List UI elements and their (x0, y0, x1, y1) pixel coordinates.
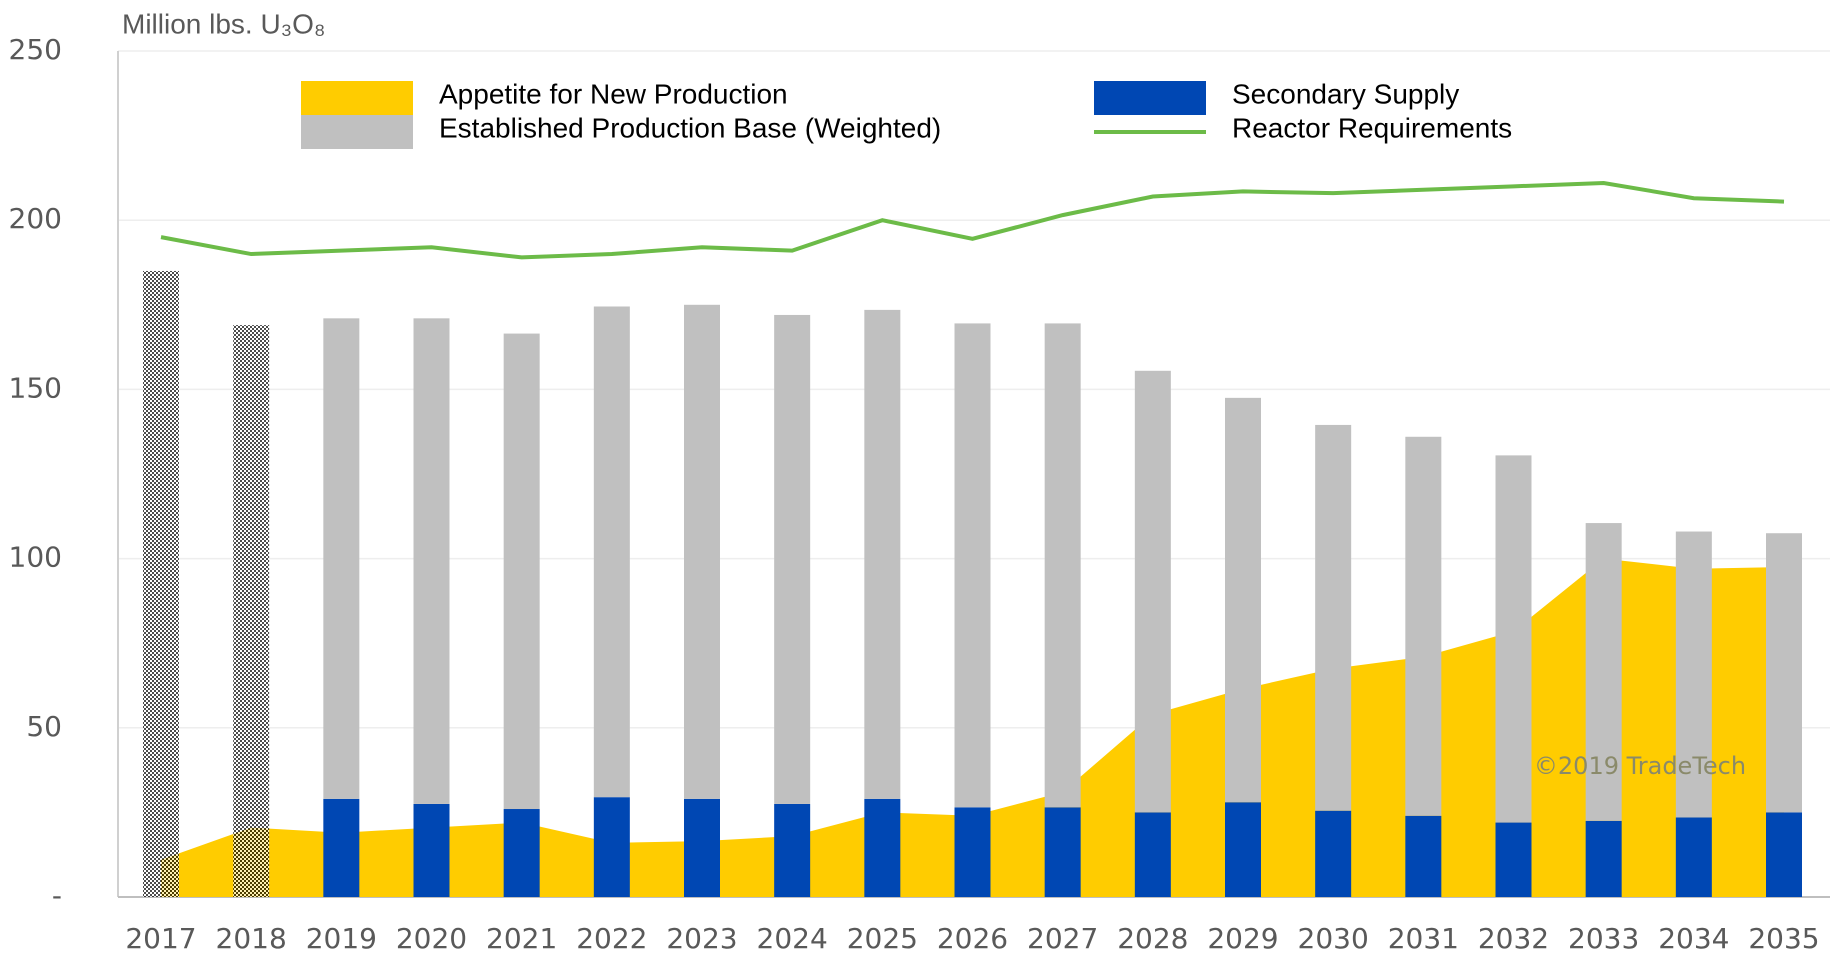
line (160, 180, 1785, 260)
x-tick-label: 2030 (1298, 922, 1369, 955)
x-tick-label: 2029 (1207, 922, 1278, 955)
bar (1766, 812, 1802, 897)
x-tick-label: 2020 (396, 922, 467, 955)
bar (233, 325, 270, 799)
x-tick-label: 2035 (1748, 922, 1819, 955)
bar (323, 798, 360, 897)
y-tick-label: 150 (9, 371, 62, 404)
bar (1405, 436, 1442, 816)
y-tick-label: 100 (9, 541, 62, 574)
area (161, 558, 1784, 897)
bar (684, 798, 720, 897)
x-tick-label: 2025 (847, 922, 918, 955)
bar (1044, 807, 1081, 897)
bar (1315, 424, 1352, 811)
x-tick-label: 2022 (576, 922, 647, 955)
x-tick-label: 2023 (666, 922, 737, 955)
y-tick-label: 250 (9, 33, 62, 66)
bar (413, 803, 450, 897)
bar (1134, 370, 1171, 813)
y-tick-label: - (52, 879, 62, 912)
bar (954, 807, 991, 897)
bar (1675, 817, 1712, 897)
bar (684, 304, 720, 799)
legend-swatch (301, 81, 413, 115)
legend-swatch (1094, 81, 1206, 115)
bar (864, 309, 901, 799)
bar (1766, 533, 1802, 813)
bar (864, 798, 901, 897)
bar (143, 802, 179, 897)
bar (1585, 820, 1622, 897)
y-tick-label: 50 (26, 710, 62, 743)
x-tick-label: 2027 (1027, 922, 1098, 955)
legend-swatch (301, 115, 413, 149)
y-axis-label: Million lbs. U₃O₈ (122, 8, 326, 39)
bar (1225, 397, 1261, 803)
bar (1315, 810, 1352, 897)
watermark: ©2019 TradeTech (1534, 752, 1746, 780)
x-tick-label: 2026 (937, 922, 1008, 955)
legend-label: Established Production Base (Weighted) (439, 112, 941, 143)
x-tick-label: 2034 (1658, 922, 1729, 955)
bar (774, 314, 811, 804)
legend-label: Reactor Requirements (1232, 112, 1512, 143)
bar (503, 809, 540, 897)
bar (143, 270, 179, 803)
bar (233, 798, 270, 897)
x-tick-label: 2018 (216, 922, 287, 955)
bar (323, 318, 360, 799)
x-tick-label: 2024 (757, 922, 828, 955)
bar (954, 323, 991, 808)
x-tick-label: 2032 (1478, 922, 1549, 955)
bar (1585, 523, 1622, 821)
bar (593, 797, 630, 897)
x-tick-label: 2031 (1388, 922, 1459, 955)
bar (413, 318, 450, 804)
bar (1225, 802, 1261, 897)
bar (503, 333, 540, 810)
y-tick-label: 200 (9, 202, 62, 235)
bar (1044, 323, 1081, 808)
bar (593, 306, 630, 798)
bar (1495, 822, 1532, 897)
bar (1134, 812, 1171, 897)
x-tick-label: 2017 (125, 922, 196, 955)
bar (1405, 815, 1442, 897)
bar (774, 803, 811, 897)
bar (1495, 455, 1532, 823)
x-tick-label: 2021 (486, 922, 557, 955)
x-tick-label: 2019 (306, 922, 377, 955)
x-tick-label: 2028 (1117, 922, 1188, 955)
legend-label: Secondary Supply (1232, 78, 1459, 109)
legend-label: Appetite for New Production (439, 78, 788, 109)
bar (1675, 531, 1712, 818)
x-tick-label: 2033 (1568, 922, 1639, 955)
